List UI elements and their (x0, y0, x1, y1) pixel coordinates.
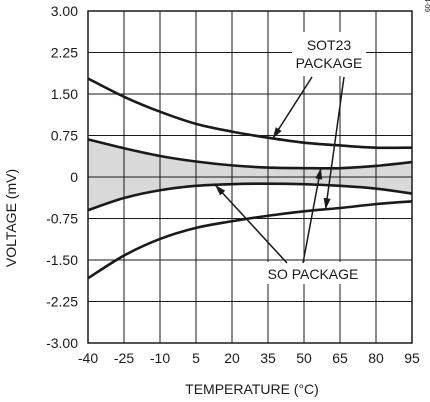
x-tick-label: 35 (260, 350, 276, 366)
x-tick-label: 20 (224, 350, 240, 366)
x-tick-label: 95 (404, 350, 420, 366)
y-tick-label: 1.50 (51, 86, 78, 102)
sot23-arrow-lower-head (323, 197, 331, 210)
x-tick-label: 80 (368, 350, 384, 366)
y-tick-label: 3.00 (51, 3, 78, 19)
x-tick-label: 5 (192, 350, 200, 366)
sot23-arrow-lower (324, 76, 345, 210)
sot23-arrow-upper (272, 76, 313, 139)
y-tick-label: -1.50 (46, 252, 78, 268)
annotation-arrows (214, 76, 345, 264)
y-axis-title: VOLTAGE (mV) (3, 169, 19, 267)
plot-frame (87, 10, 413, 344)
sot23-upper-curve (87, 77, 413, 150)
x-tick-label: 50 (296, 350, 312, 366)
so-arrow-lower (302, 168, 322, 264)
y-tick-label: -3.00 (46, 335, 78, 351)
sot23-lower-curve (87, 200, 413, 280)
y-tick-label: -0.75 (46, 211, 78, 227)
y-tick-label: -2.25 (46, 294, 78, 310)
x-tick-label: -40 (78, 350, 98, 366)
x-tick-label: -10 (150, 350, 170, 366)
so-label: SO PACKAGE (268, 266, 359, 282)
x-axis-title: TEMPERATURE (°C) (185, 381, 319, 397)
series-group (87, 77, 413, 280)
y-tick-label: 0.75 (51, 128, 78, 144)
shaded-band (88, 139, 412, 211)
sot23-arrow-upper-head (272, 127, 282, 139)
so-arrow-lower-head (315, 168, 323, 180)
x-tick-labels: -40 -25 -10 5 20 35 50 65 80 95 (78, 350, 420, 366)
y-tick-label: 0 (70, 169, 78, 185)
so-label-bg (266, 262, 360, 284)
y-tick-label: 2.25 (51, 45, 78, 61)
typical-upper-curve (87, 138, 413, 170)
sot23-label-line1: SOT23 (307, 37, 352, 53)
so-arrow-upper-head (215, 184, 226, 196)
so-arrow-upper (214, 184, 288, 264)
sot23-label-bg (292, 32, 366, 76)
typical-lower-curve (87, 182, 413, 212)
sot23-label-line2: PACKAGE (296, 55, 363, 71)
figure-id: MAX4130/34-09 (423, 0, 430, 12)
x-tick-label: -25 (114, 350, 134, 366)
x-tick-label: 65 (332, 350, 348, 366)
y-tick-labels: 3.00 2.25 1.50 0.75 0 -0.75 -1.50 -2.25 -3.00 (46, 3, 78, 351)
